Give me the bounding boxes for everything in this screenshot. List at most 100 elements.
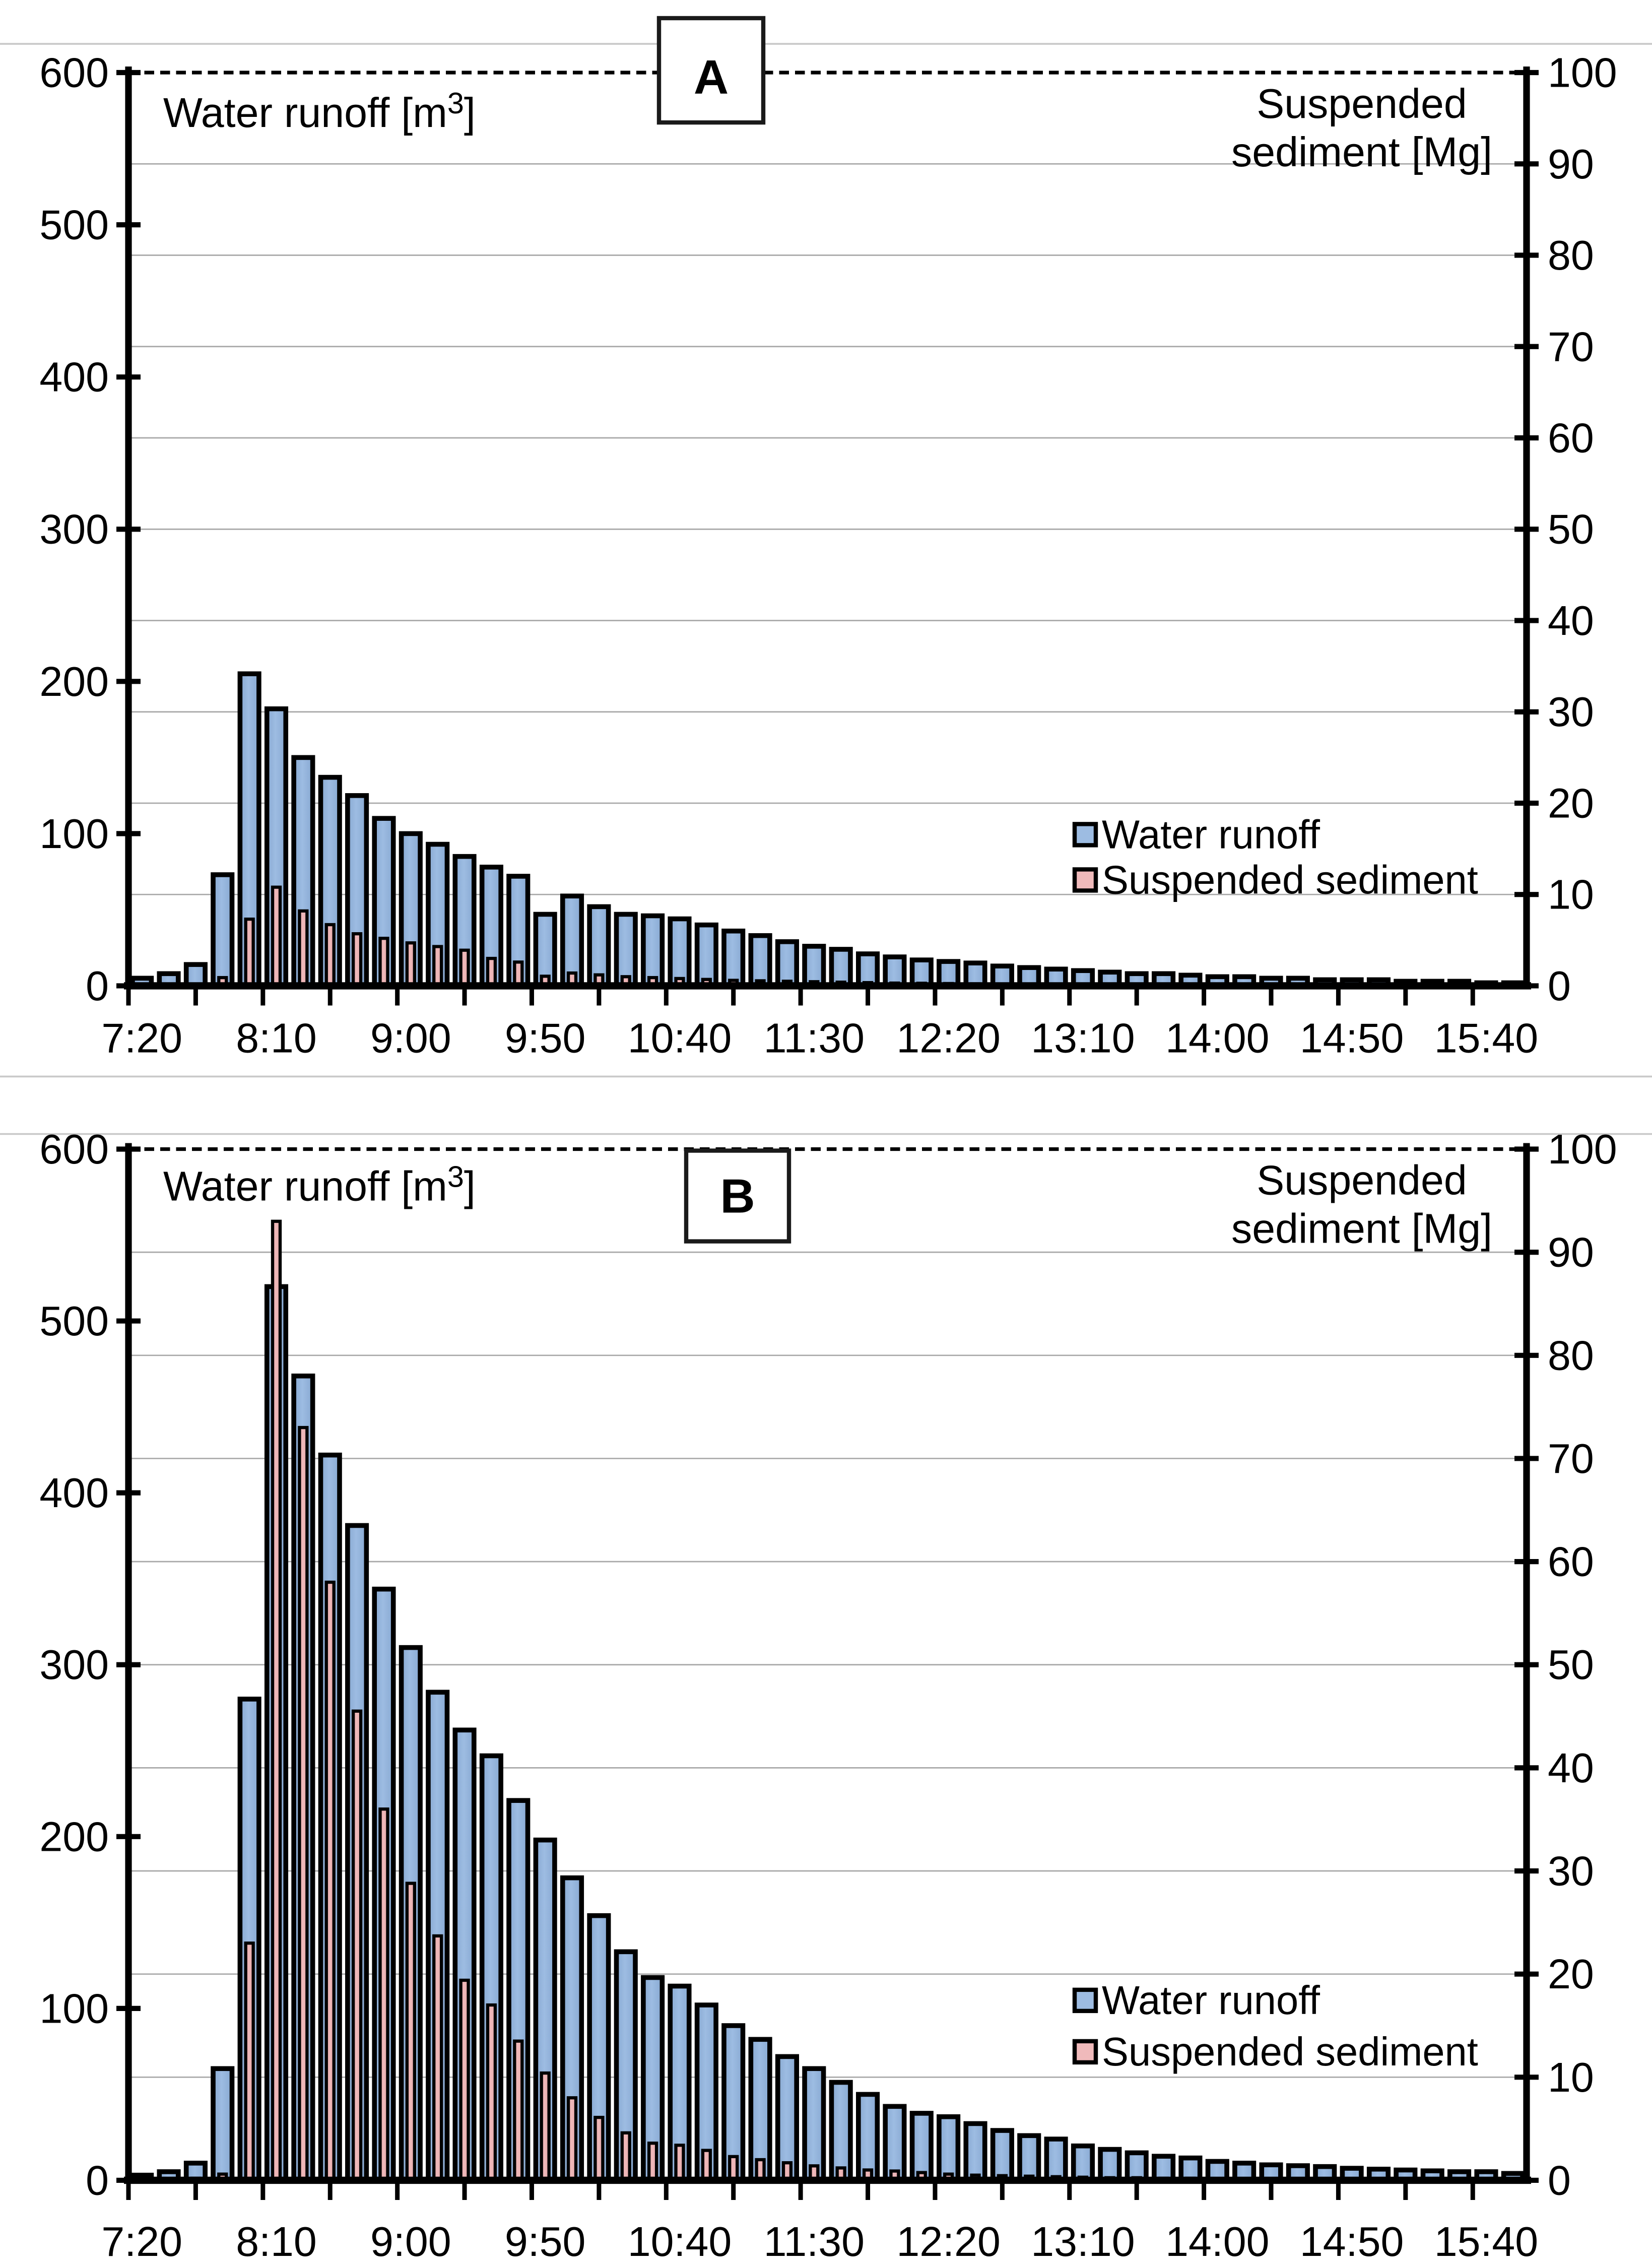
y2-tick-label-A-40: 40: [1548, 598, 1594, 644]
x-tick-label-B-15:40: 15:40: [1434, 2219, 1538, 2265]
runoff-bar-A-7:50: [211, 872, 235, 989]
legend-label-water-runoff-A: Water runoff: [1102, 812, 1320, 857]
y1-axis-title-A: Water runoff [m3]: [163, 86, 476, 136]
y2-tick-label-B-40: 40: [1548, 1745, 1594, 1791]
panel-letter-A: A: [694, 50, 729, 104]
panel-A: 0 100 200 300 400 500 600 0 10 20 30 40 50 60 70 80 90 10…: [39, 16, 1617, 1061]
sediment-bar-A-8:00: [244, 917, 255, 988]
x-tick-label-A-14:00: 14:00: [1165, 1015, 1269, 1061]
sediment-bar-A-9:30: [486, 956, 497, 988]
sediment-bar-A-8:10: [271, 885, 282, 988]
x-tick-label-B-9:50: 9:50: [505, 2219, 586, 2265]
runoff-bar-B-12:30: [963, 2121, 987, 2183]
sediment-bar-B-9:00: [405, 1882, 416, 2182]
runoff-bar-B-12:10: [909, 2111, 934, 2183]
x-tick-label-B-9:00: 9:00: [370, 2219, 451, 2265]
y1-tick-label-B-400: 400: [39, 1470, 109, 1516]
y1-tick-label-A-200: 200: [39, 659, 109, 705]
runoff-bar-A-10:30: [641, 913, 665, 989]
x-tick-label-B-11:30: 11:30: [764, 2219, 865, 2265]
runoff-bar-A-12:00: [883, 954, 907, 989]
x-tick-label-B-13:10: 13:10: [1031, 2219, 1135, 2265]
y1-tick-label-B-500: 500: [39, 1298, 109, 1344]
y2-tick-label-B-90: 90: [1548, 1229, 1594, 1276]
y1-tick-label-B-600: 600: [39, 1126, 109, 1173]
runoff-bar-A-11:40: [829, 947, 853, 989]
y2-axis-title-B-line1: Suspended: [1257, 1157, 1467, 1204]
x-tick-label-B-12:20: 12:20: [896, 2219, 1000, 2265]
y2-tick-label-A-30: 30: [1548, 689, 1594, 735]
runoff-bar-B-13:00: [1044, 2136, 1068, 2183]
x-tick-label-A-14:50: 14:50: [1300, 1015, 1404, 1061]
runoff-bar-A-9:50: [533, 912, 557, 989]
x-tick-label-A-9:50: 9:50: [505, 1015, 586, 1061]
sediment-bar-B-9:20: [459, 1978, 470, 2182]
runoff-bar-B-13:20: [1098, 2147, 1122, 2183]
panel-label-box-B: [684, 1148, 791, 1244]
y2-axis-title-A-line1: Suspended: [1257, 81, 1467, 127]
runoff-bar-B-11:30: [802, 2066, 826, 2183]
x-tick-label-A-8:10: 8:10: [236, 1015, 317, 1061]
runoff-bar-A-10:40: [668, 916, 692, 989]
sediment-bar-B-10:30: [647, 2142, 658, 2182]
sediment-bar-B-9:10: [432, 1934, 443, 2182]
sediment-bar-B-9:30: [486, 2003, 497, 2182]
sediment-bar-A-9:10: [432, 945, 443, 988]
runoff-bar-B-11:20: [775, 2054, 800, 2183]
y2-tick-label-B-50: 50: [1548, 1642, 1594, 1688]
y1-tick-label-B-100: 100: [39, 1985, 109, 2032]
sediment-bar-A-9:20: [459, 948, 470, 988]
sediment-bar-A-8:50: [378, 937, 389, 988]
y2-tick-label-B-20: 20: [1548, 1951, 1594, 1997]
panel-letter-B: B: [720, 1170, 755, 1223]
x-tick-label-A-10:40: 10:40: [628, 1015, 732, 1061]
panel-B: 0 100 200 300 400 500 600 0 10 20 30 40 50 60 70 80 90 10…: [39, 1126, 1617, 2265]
y2-tick-label-A-20: 20: [1548, 780, 1594, 826]
runoff-bar-B-12:20: [937, 2114, 961, 2183]
y2-tick-label-A-50: 50: [1548, 506, 1594, 553]
sediment-bar-B-10:20: [620, 2131, 631, 2182]
legend-label-suspended-sediment-B: Suspended sediment: [1102, 2029, 1478, 2074]
sediment-bar-A-8:20: [298, 909, 309, 988]
sediment-bar-B-10:10: [593, 2115, 605, 2182]
sediment-bar-A-8:30: [324, 923, 336, 988]
sediment-bar-B-9:50: [540, 2071, 551, 2182]
runoff-bar-A-11:20: [775, 939, 800, 989]
x-tick-label-B-14:00: 14:00: [1165, 2219, 1269, 2265]
runoff-bar-A-10:20: [614, 912, 638, 989]
runoff-bar-A-10:00: [560, 893, 584, 989]
y2-tick-label-B-100: 100: [1548, 1126, 1617, 1173]
y1-tick-label-A-600: 600: [39, 50, 109, 96]
x-tick-label-A-15:40: 15:40: [1434, 1015, 1538, 1061]
legend-label-suspended-sediment-A: Suspended sediment: [1102, 857, 1478, 902]
sediment-bar-B-8:30: [324, 1580, 336, 2182]
runoff-bar-B-11:40: [829, 2080, 853, 2183]
y2-tick-label-B-70: 70: [1548, 1436, 1594, 1482]
x-tick-label-B-8:10: 8:10: [236, 2219, 317, 2265]
y2-tick-label-A-10: 10: [1548, 872, 1594, 918]
sediment-bar-B-8:00: [244, 1941, 255, 2182]
y2-tick-label-A-70: 70: [1548, 323, 1594, 370]
x-tick-label-A-13:10: 13:10: [1031, 1015, 1135, 1061]
runoff-bar-A-11:50: [855, 951, 880, 989]
sediment-bar-B-8:40: [351, 1709, 363, 2182]
y1-tick-label-A-300: 300: [39, 506, 109, 553]
runoff-bar-A-11:10: [748, 933, 772, 989]
y2-tick-label-A-90: 90: [1548, 141, 1594, 187]
sediment-bar-B-8:10: [271, 1219, 282, 2182]
x-tick-label-A-7:20: 7:20: [101, 1015, 182, 1061]
y2-axis-title-A-line2: sediment [Mg]: [1231, 129, 1492, 175]
runoff-bar-A-12:20: [937, 959, 961, 989]
y2-tick-label-B-0: 0: [1548, 2157, 1571, 2204]
y2-tick-label-B-60: 60: [1548, 1539, 1594, 1585]
y1-axis-title-B: Water runoff [m3]: [163, 1160, 476, 1210]
y1-tick-label-B-200: 200: [39, 1813, 109, 1860]
runoff-bar-B-11:50: [855, 2092, 880, 2183]
y1-tick-label-A-500: 500: [39, 202, 109, 248]
sediment-bar-A-9:00: [405, 941, 416, 988]
y1-tick-label-A-0: 0: [86, 963, 109, 1009]
legend-swatch-water-runoff-B: [1072, 1987, 1098, 2014]
